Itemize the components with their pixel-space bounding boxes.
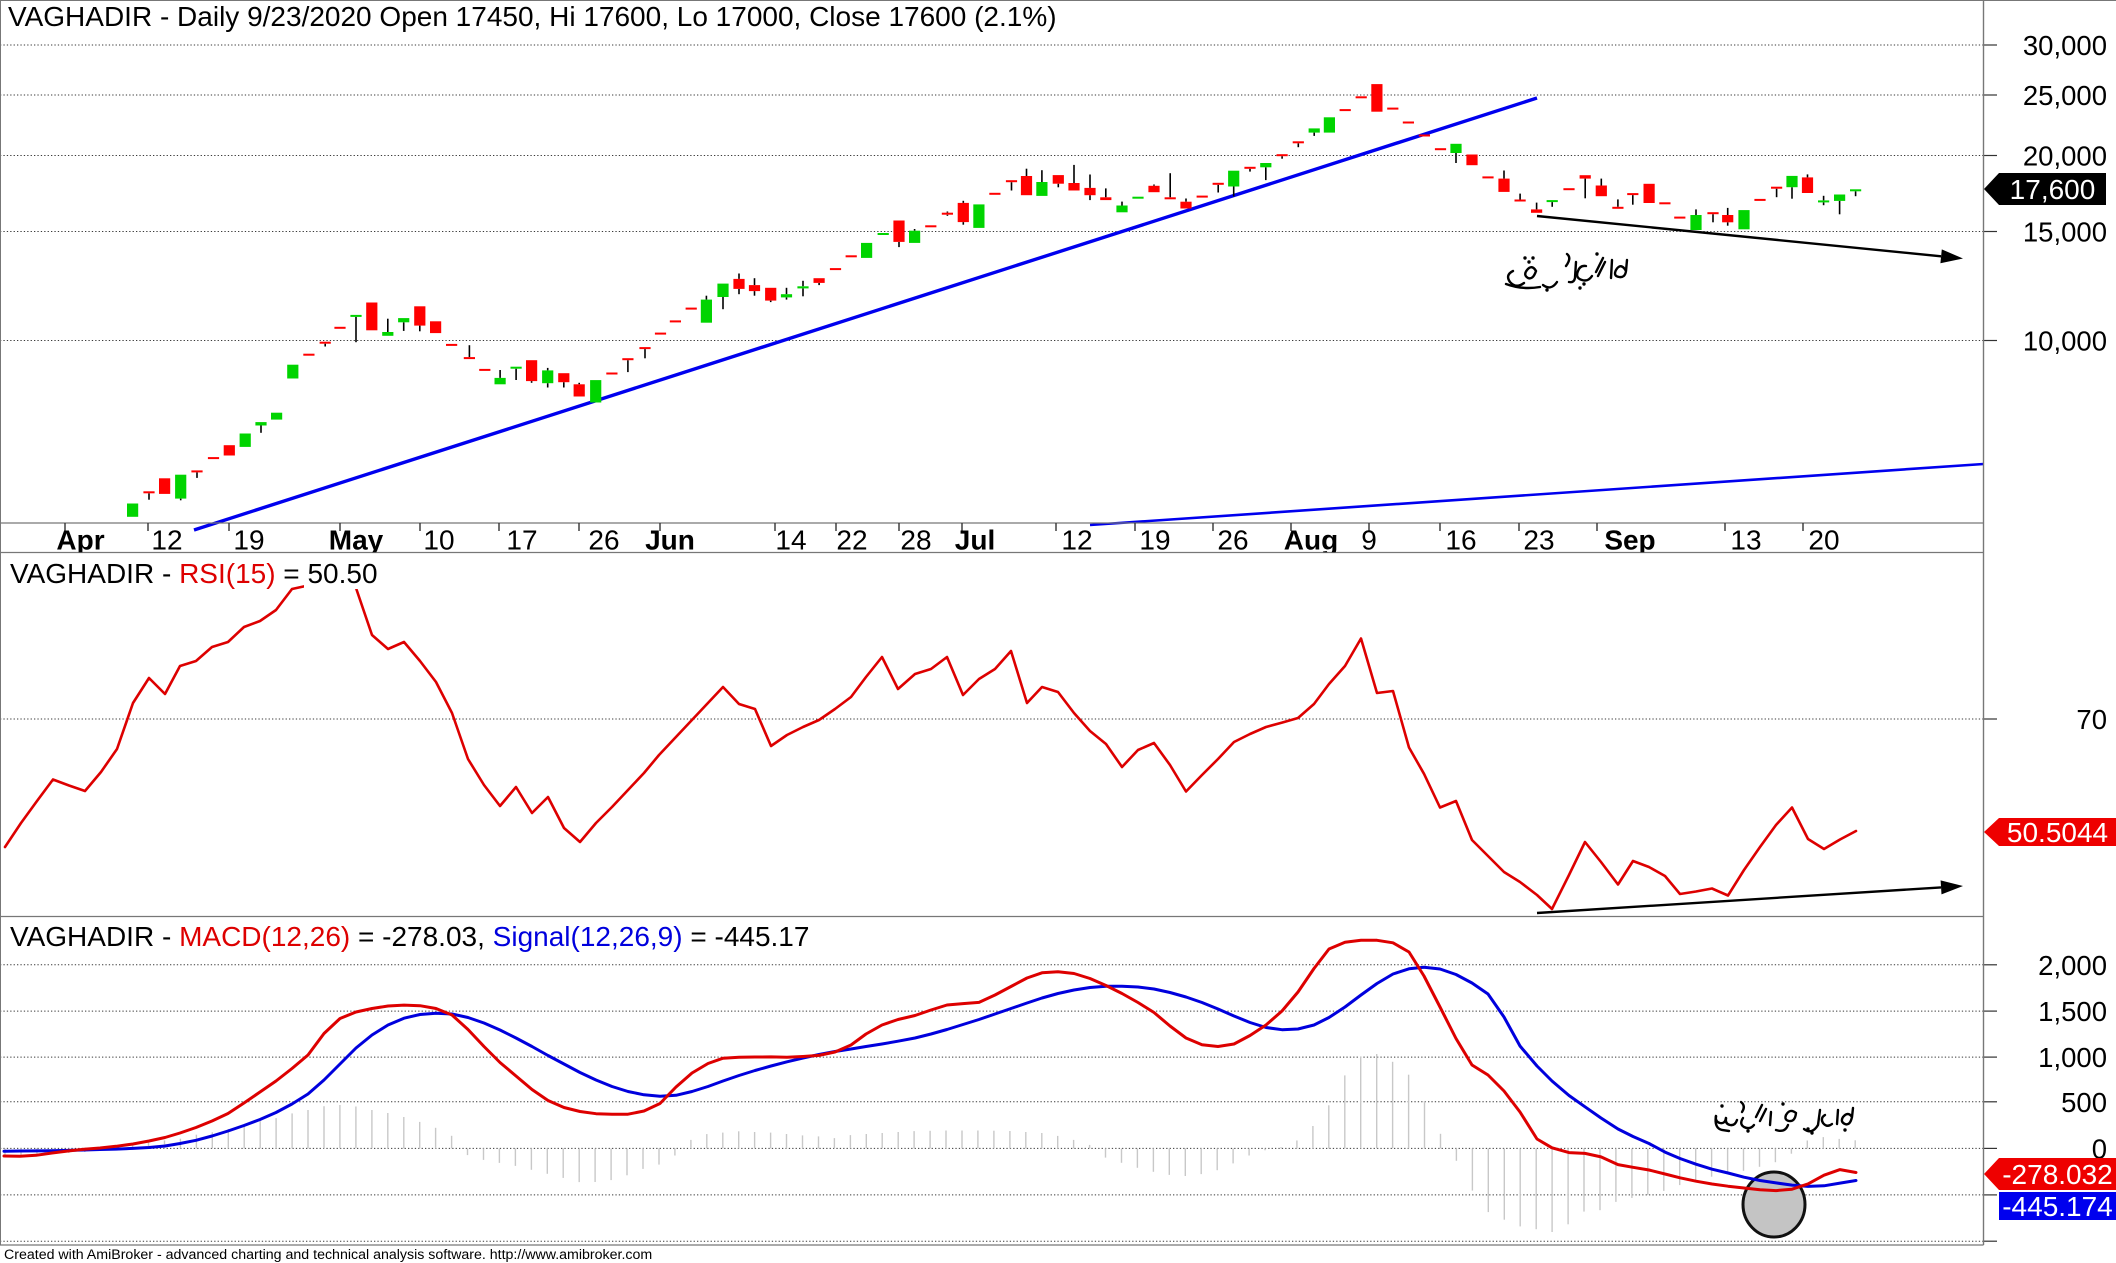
svg-text:26: 26: [1217, 525, 1248, 556]
svg-text:2,000: 2,000: [2038, 950, 2107, 981]
svg-text:26: 26: [588, 525, 619, 556]
svg-text:10: 10: [423, 525, 454, 556]
svg-text:50.5044: 50.5044: [2007, 817, 2108, 848]
svg-text:VAGHADIR - RSI(15) = 50.50: VAGHADIR - RSI(15) = 50.50: [10, 558, 378, 589]
svg-text:VAGHADIR - Daily 9/23/2020 Ope: VAGHADIR - Daily 9/23/2020 Open 17450, H…: [8, 1, 1057, 32]
svg-text:Jun: Jun: [645, 525, 695, 556]
svg-text:17: 17: [506, 525, 537, 556]
svg-text:1,000: 1,000: [2038, 1042, 2107, 1073]
svg-text:10,000: 10,000: [2023, 326, 2107, 357]
svg-text:0: 0: [2092, 1133, 2107, 1164]
svg-text:19: 19: [1139, 525, 1170, 556]
svg-text:Apr: Apr: [56, 525, 104, 556]
svg-text:28: 28: [900, 525, 931, 556]
svg-text:17,600: 17,600: [2010, 174, 2096, 205]
svg-text:Created with AmiBroker - advan: Created with AmiBroker - advanced charti…: [4, 1247, 652, 1263]
svg-text:15,000: 15,000: [2023, 217, 2107, 248]
svg-text:30,000: 30,000: [2023, 30, 2107, 61]
svg-text:9: 9: [1361, 525, 1377, 556]
svg-text:14: 14: [775, 525, 806, 556]
svg-text:22: 22: [836, 525, 867, 556]
svg-text:VAGHADIR - MACD(12,26) = -278.: VAGHADIR - MACD(12,26) = -278.03, Signal…: [10, 921, 809, 952]
svg-text:500: 500: [2061, 1087, 2107, 1118]
svg-text:Aug: Aug: [1284, 525, 1338, 556]
svg-text:70: 70: [2076, 704, 2107, 735]
svg-text:12: 12: [151, 525, 182, 556]
svg-text:25,000: 25,000: [2023, 80, 2107, 111]
svg-text:13: 13: [1730, 525, 1761, 556]
svg-text:20: 20: [1808, 525, 1839, 556]
svg-text:19: 19: [233, 525, 264, 556]
svg-text:May: May: [329, 525, 384, 556]
svg-text:23: 23: [1523, 525, 1554, 556]
svg-text:16: 16: [1445, 525, 1476, 556]
svg-text:-445.174: -445.174: [2002, 1191, 2113, 1222]
svg-text:-278.032: -278.032: [2002, 1159, 2113, 1190]
svg-text:Sep: Sep: [1604, 525, 1655, 556]
svg-text:12: 12: [1061, 525, 1092, 556]
svg-text:20,000: 20,000: [2023, 141, 2107, 172]
svg-text:1,500: 1,500: [2038, 996, 2107, 1027]
svg-text:Jul: Jul: [955, 525, 995, 556]
